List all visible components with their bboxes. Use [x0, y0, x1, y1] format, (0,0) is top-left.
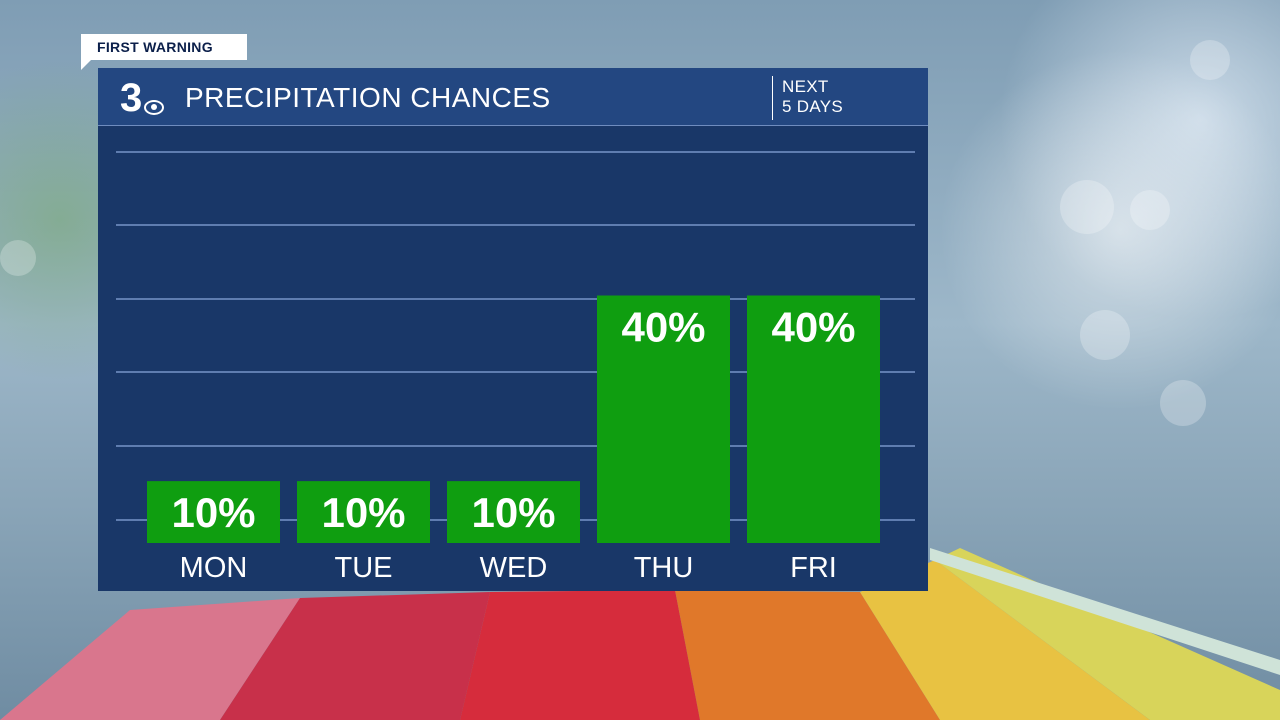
bar-tue	[297, 481, 430, 543]
eye-icon	[144, 100, 164, 115]
period-line-1: NEXT	[782, 77, 829, 96]
day-label-fri: FRI	[790, 552, 837, 584]
day-label-mon: MON	[180, 552, 248, 584]
bokeh-light	[0, 240, 36, 276]
period-line-2: 5 DAYS	[782, 97, 844, 116]
day-label-thu: THU	[634, 552, 694, 584]
forecast-panel: 3 PRECIPITATION CHANCES NEXT 5 DAYS 10% M…	[98, 68, 928, 591]
logo-number: 3	[120, 76, 143, 120]
bokeh-light	[1080, 310, 1130, 360]
channel-logo: 3	[120, 76, 164, 120]
value-label-fri: 40%	[771, 304, 855, 351]
bokeh-light	[1130, 190, 1170, 230]
value-label-wed: 10%	[471, 489, 555, 536]
bar-thu	[597, 295, 730, 543]
first-warning-tag: FIRST WARNING	[81, 34, 247, 60]
bar-fri	[747, 295, 880, 543]
bokeh-light	[1060, 180, 1114, 234]
day-label-tue: TUE	[335, 552, 393, 584]
bar-mon	[147, 481, 280, 543]
forecast-period: NEXT 5 DAYS	[782, 77, 843, 117]
panel-header: 3 PRECIPITATION CHANCES NEXT 5 DAYS	[98, 68, 928, 126]
value-label-thu: 40%	[621, 304, 705, 351]
value-label-tue: 10%	[321, 489, 405, 536]
bokeh-light	[1190, 40, 1230, 80]
tag-tail	[81, 60, 91, 70]
bar-layer	[147, 295, 880, 543]
header-divider	[772, 76, 773, 120]
bokeh-light	[1160, 380, 1206, 426]
value-label-mon: 10%	[171, 489, 255, 536]
page-title: PRECIPITATION CHANCES	[185, 82, 551, 113]
bar-wed	[447, 481, 580, 543]
day-label-wed: WED	[480, 552, 548, 584]
precipitation-bar-chart: 10% MON 10% TUE 10% WED 40% THU 40% FRI	[116, 151, 915, 584]
label-layer: 10% MON 10% TUE 10% WED 40% THU 40% FRI	[171, 304, 855, 584]
